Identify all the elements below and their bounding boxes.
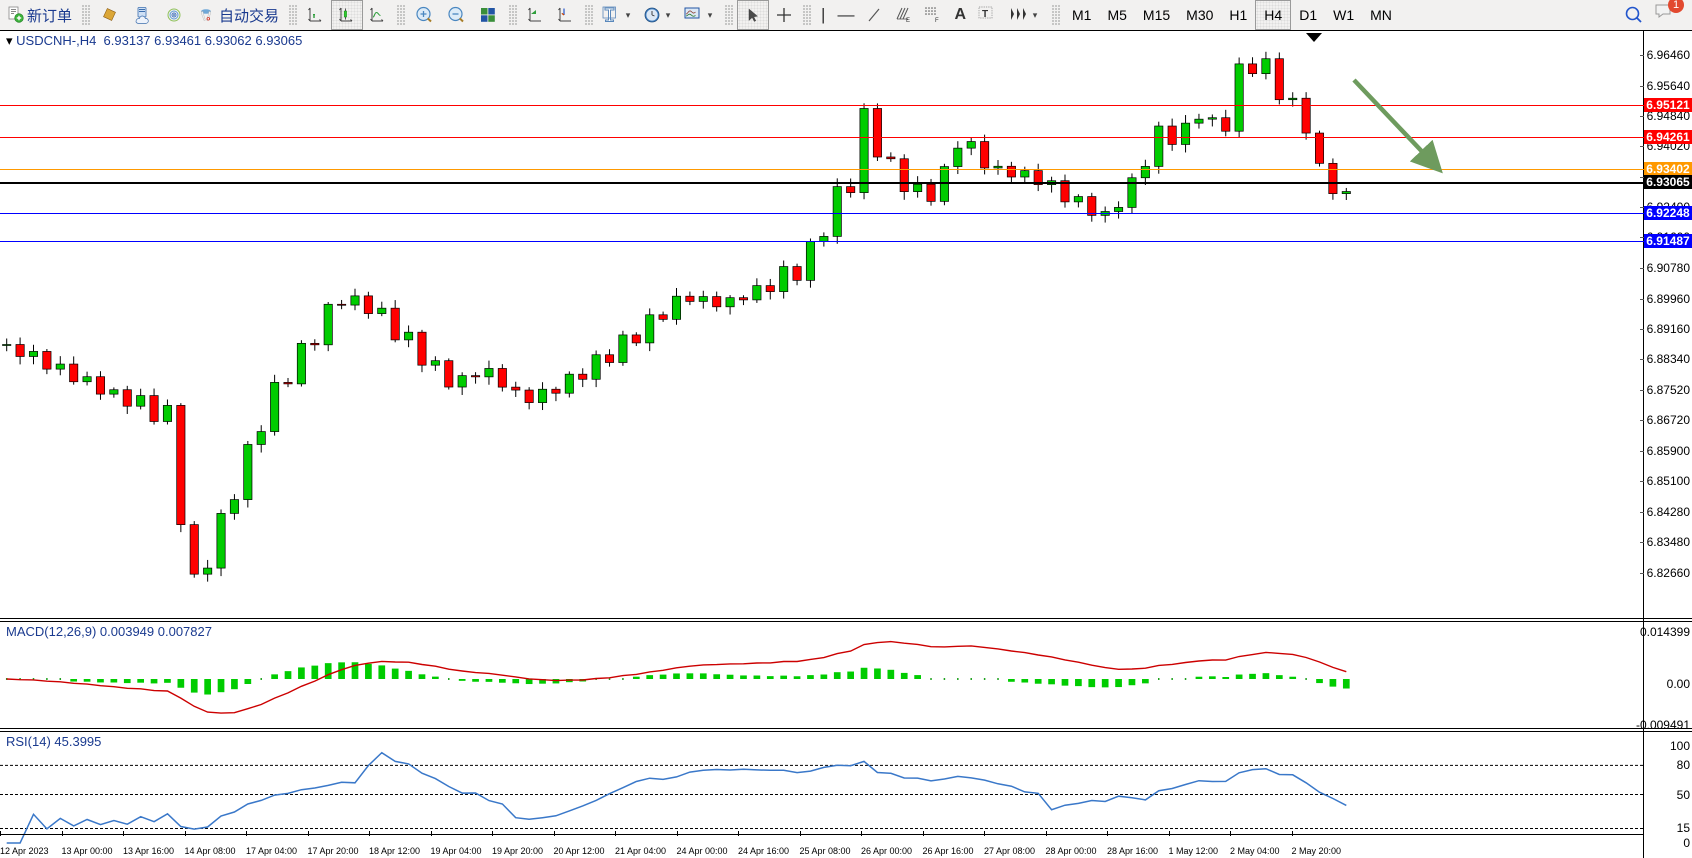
svg-text:F: F: [935, 18, 939, 24]
svg-text:T: T: [982, 9, 988, 20]
svg-text:E: E: [906, 18, 910, 24]
